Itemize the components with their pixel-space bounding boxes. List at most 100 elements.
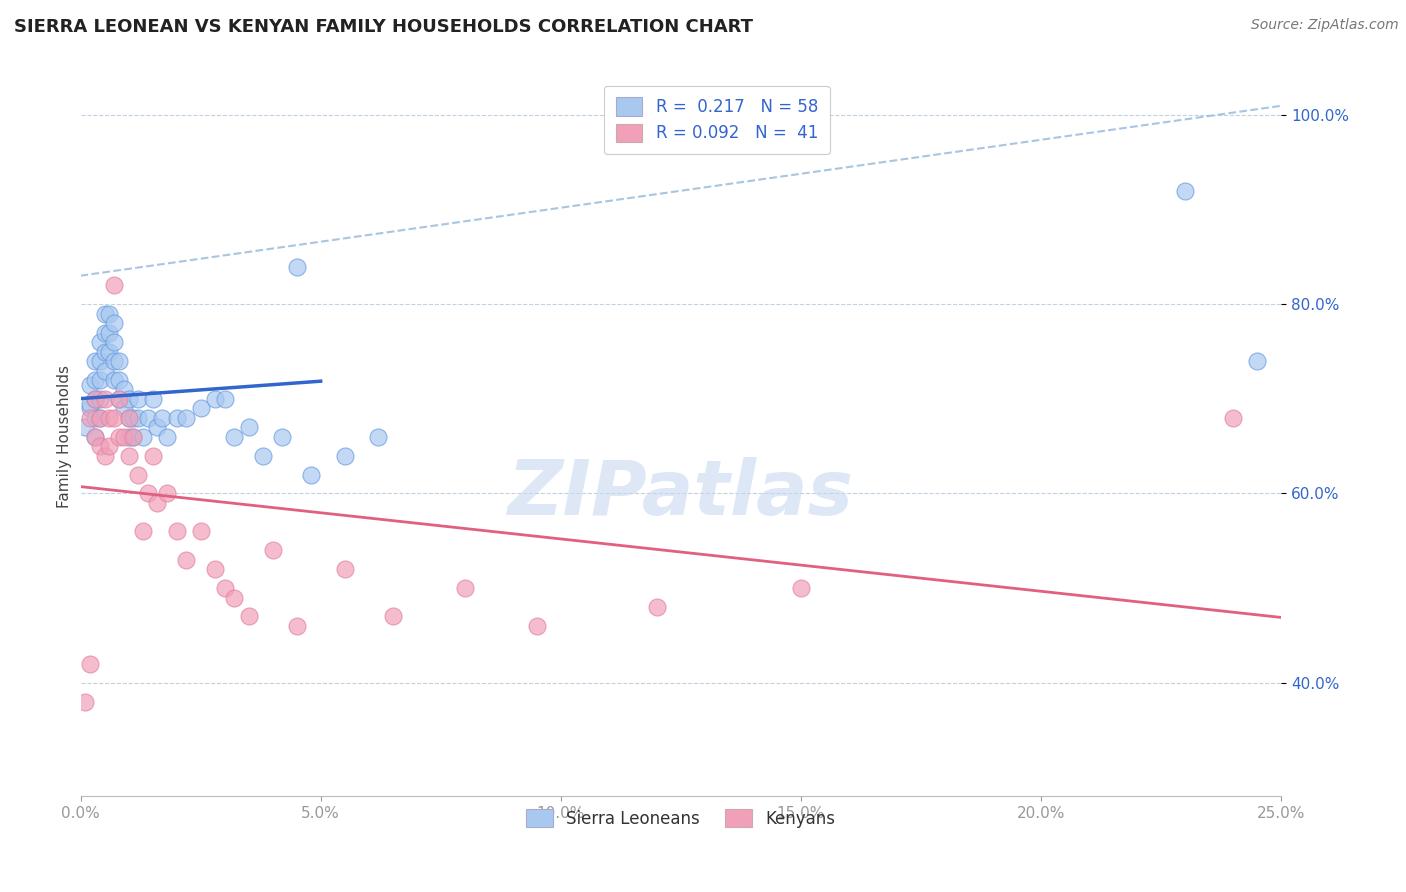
Point xyxy=(108,373,131,387)
Point xyxy=(117,392,139,406)
Point xyxy=(204,392,226,406)
Point xyxy=(89,410,111,425)
Point xyxy=(166,524,188,539)
Point xyxy=(1174,184,1197,198)
Point xyxy=(79,397,101,411)
Point xyxy=(84,430,107,444)
Point xyxy=(526,619,548,633)
Point xyxy=(84,392,107,406)
Point xyxy=(190,401,212,416)
Point xyxy=(190,524,212,539)
Point xyxy=(93,326,115,340)
Point xyxy=(93,344,115,359)
Point xyxy=(98,307,121,321)
Text: Source: ZipAtlas.com: Source: ZipAtlas.com xyxy=(1251,18,1399,32)
Point xyxy=(98,439,121,453)
Point xyxy=(89,439,111,453)
Point xyxy=(108,392,131,406)
Point xyxy=(75,694,97,708)
Point xyxy=(93,449,115,463)
Point xyxy=(174,410,197,425)
Point xyxy=(75,420,97,434)
Point xyxy=(136,410,159,425)
Point xyxy=(132,524,155,539)
Point xyxy=(108,354,131,368)
Point xyxy=(127,392,149,406)
Point xyxy=(150,410,173,425)
Point xyxy=(299,467,322,482)
Point xyxy=(84,373,107,387)
Point xyxy=(89,373,111,387)
Point xyxy=(122,410,145,425)
Point xyxy=(84,392,107,406)
Point xyxy=(79,377,101,392)
Point xyxy=(790,581,813,595)
Point xyxy=(645,599,668,614)
Point xyxy=(136,486,159,500)
Point xyxy=(146,496,169,510)
Point xyxy=(122,430,145,444)
Point xyxy=(285,260,308,274)
Point xyxy=(214,392,236,406)
Point xyxy=(224,591,246,605)
Point xyxy=(166,410,188,425)
Point xyxy=(98,410,121,425)
Point xyxy=(112,401,135,416)
Point xyxy=(98,326,121,340)
Point xyxy=(98,344,121,359)
Point xyxy=(285,619,308,633)
Point xyxy=(112,430,135,444)
Legend: Sierra Leoneans, Kenyans: Sierra Leoneans, Kenyans xyxy=(520,803,842,835)
Text: ZIPatlas: ZIPatlas xyxy=(508,458,853,532)
Point xyxy=(1246,354,1268,368)
Point xyxy=(117,449,139,463)
Point xyxy=(141,392,163,406)
Point xyxy=(89,335,111,350)
Point xyxy=(367,430,389,444)
Point xyxy=(84,430,107,444)
Point xyxy=(127,410,149,425)
Point xyxy=(93,392,115,406)
Point xyxy=(103,373,125,387)
Point xyxy=(238,420,260,434)
Point xyxy=(117,430,139,444)
Point xyxy=(146,420,169,434)
Point xyxy=(117,410,139,425)
Point xyxy=(132,430,155,444)
Point xyxy=(174,552,197,566)
Point xyxy=(93,363,115,377)
Text: SIERRA LEONEAN VS KENYAN FAMILY HOUSEHOLDS CORRELATION CHART: SIERRA LEONEAN VS KENYAN FAMILY HOUSEHOL… xyxy=(14,18,754,36)
Point xyxy=(381,609,404,624)
Point xyxy=(112,383,135,397)
Point xyxy=(79,410,101,425)
Point xyxy=(156,430,179,444)
Point xyxy=(89,392,111,406)
Point xyxy=(108,430,131,444)
Point xyxy=(262,543,284,558)
Point xyxy=(79,401,101,416)
Point xyxy=(204,562,226,576)
Point xyxy=(89,410,111,425)
Point xyxy=(271,430,294,444)
Point xyxy=(89,354,111,368)
Point xyxy=(224,430,246,444)
Point xyxy=(333,449,356,463)
Point xyxy=(103,316,125,330)
Point xyxy=(454,581,477,595)
Point xyxy=(103,354,125,368)
Point xyxy=(127,467,149,482)
Point xyxy=(84,354,107,368)
Point xyxy=(252,449,274,463)
Point xyxy=(84,410,107,425)
Point xyxy=(103,278,125,293)
Point xyxy=(117,410,139,425)
Point xyxy=(103,335,125,350)
Point xyxy=(156,486,179,500)
Point xyxy=(141,449,163,463)
Y-axis label: Family Households: Family Households xyxy=(58,365,72,508)
Point xyxy=(108,392,131,406)
Point xyxy=(122,430,145,444)
Point xyxy=(238,609,260,624)
Point xyxy=(93,307,115,321)
Point xyxy=(79,657,101,671)
